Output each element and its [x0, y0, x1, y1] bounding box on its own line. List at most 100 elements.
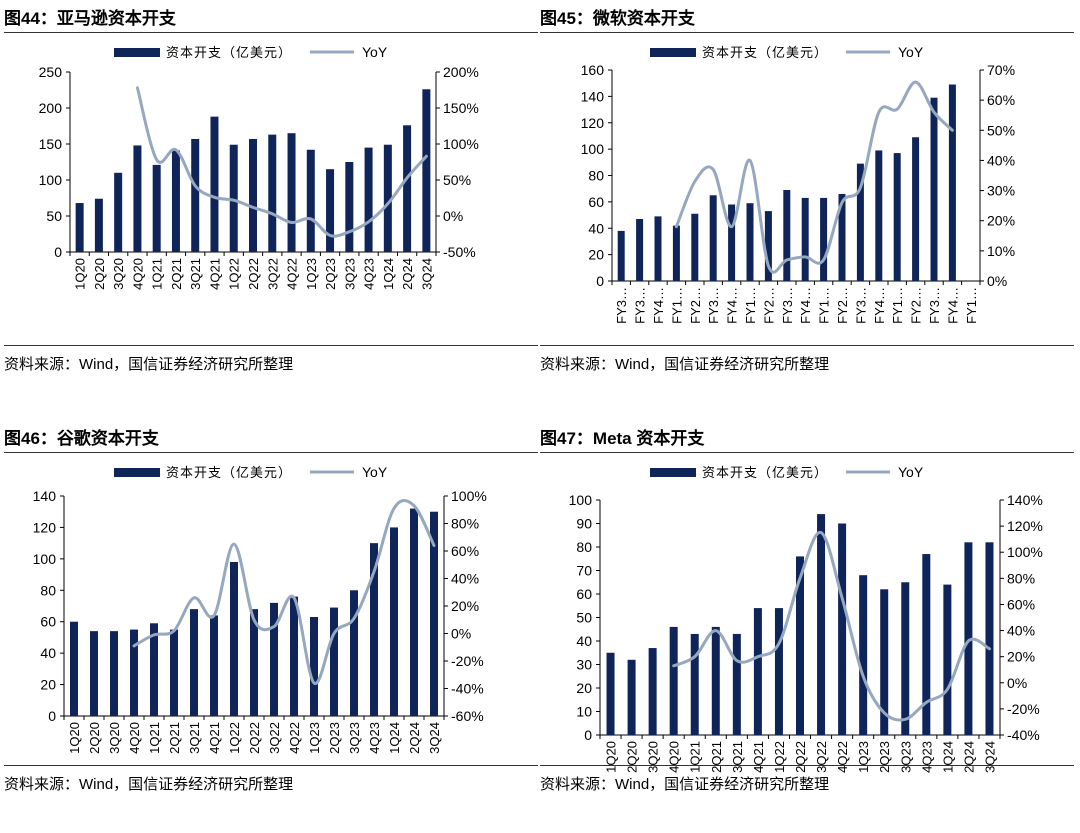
- bar: [817, 514, 826, 735]
- bar: [648, 648, 657, 735]
- bar: [930, 97, 938, 281]
- bar: [330, 607, 338, 716]
- bar: [326, 169, 335, 252]
- x-tick-label: 2Q23: [327, 722, 342, 754]
- x-tick-label: 3Q23: [898, 741, 913, 773]
- x-tick-label: 4Q21: [207, 258, 222, 290]
- right-tick-label: 0%: [443, 208, 463, 224]
- bar: [948, 84, 956, 281]
- right-tick-label: 60%: [987, 92, 1015, 108]
- bar: [290, 596, 298, 716]
- x-tick-label: FY2…: [688, 287, 703, 324]
- legend-bar-label: 资本开支（亿美元）: [166, 45, 292, 60]
- bottom-divider: [540, 765, 1074, 766]
- left-tick-label: 50: [576, 610, 592, 626]
- x-tick-label: 4Q23: [362, 258, 377, 290]
- left-tick-label: 60: [576, 586, 592, 602]
- left-tick-label: 200: [39, 100, 63, 116]
- x-tick-label: 2Q24: [961, 741, 976, 773]
- right-tick-label: 40%: [451, 571, 479, 587]
- x-tick-label: FY2…: [909, 287, 924, 324]
- x-tick-label: FY3…: [780, 287, 795, 324]
- bar: [390, 527, 398, 716]
- left-tick-label: 60: [40, 614, 56, 630]
- x-tick-label: 1Q21: [150, 258, 165, 290]
- bar: [306, 149, 315, 252]
- x-tick-label: 1Q22: [227, 258, 242, 290]
- bar: [130, 629, 138, 716]
- x-tick-label: 1Q22: [227, 722, 242, 754]
- figure-title: 图47：Meta 资本开支: [540, 429, 705, 448]
- bar: [210, 116, 219, 252]
- x-tick-label: 2Q20: [625, 741, 640, 773]
- x-tick-label: 3Q24: [419, 258, 434, 290]
- chart-panel-meta: 图47：Meta 资本开支 0 10 20 30 40 50 60 70 80 90 100 -40%…: [540, 420, 1076, 820]
- x-tick-label: 1Q22: [772, 741, 787, 773]
- bar: [191, 138, 200, 252]
- x-tick-label: 1Q24: [381, 258, 396, 290]
- yoy-line: [135, 86, 428, 238]
- bar: [133, 145, 142, 252]
- x-tick-label: FY2…: [761, 287, 776, 324]
- right-tick-label: 20%: [1007, 649, 1035, 665]
- bottom-divider: [540, 345, 1074, 346]
- bar: [636, 219, 644, 281]
- bar: [410, 508, 418, 716]
- source-note: 资料来源：Wind，国信证券经济研究所整理: [540, 356, 830, 373]
- figure-title: 图46：谷歌资本开支: [4, 429, 159, 448]
- top-divider: [540, 452, 1074, 453]
- source-note: 资料来源：Wind，国信证券经济研究所整理: [540, 776, 830, 793]
- bar: [856, 163, 864, 281]
- x-tick-label: FY1…: [964, 287, 979, 324]
- x-tick-label: 2Q23: [877, 741, 892, 773]
- bar: [709, 195, 717, 281]
- left-tick-label: 40: [40, 645, 56, 661]
- x-tick-label: 3Q24: [982, 741, 997, 773]
- x-tick-label: 2Q21: [167, 722, 182, 754]
- right-tick-label: 120%: [1007, 518, 1043, 534]
- bar: [796, 556, 804, 735]
- bar: [669, 626, 678, 735]
- bar: [654, 216, 662, 281]
- right-tick-label: 0%: [987, 273, 1007, 289]
- x-tick-label: 3Q22: [814, 741, 829, 773]
- right-tick-label: 150%: [443, 100, 479, 116]
- legend-bar-swatch: [650, 468, 696, 477]
- right-tick-label: -60%: [451, 708, 484, 724]
- bar: [606, 652, 615, 735]
- chart-panel-amazon: 图44：亚马逊资本开支 0 50 100 150 200 250 -50% 0% 50% 100%…: [4, 0, 540, 400]
- bar: [383, 144, 392, 252]
- right-tick-label: 0%: [1007, 675, 1027, 691]
- bar: [728, 204, 736, 281]
- x-tick-label: 2Q21: [169, 258, 184, 290]
- bar: [732, 633, 741, 735]
- left-tick-label: 30: [576, 657, 592, 673]
- yoy-line: [132, 499, 436, 685]
- bar: [893, 153, 901, 281]
- left-tick-label: 150: [39, 136, 63, 152]
- left-tick-label: 80: [576, 539, 592, 555]
- bar: [94, 198, 103, 252]
- left-tick-label: 100: [569, 492, 593, 508]
- right-tick-label: 60%: [1007, 596, 1035, 612]
- x-tick-label: 1Q21: [688, 741, 703, 773]
- x-tick-label: 1Q20: [73, 258, 88, 290]
- bottom-divider: [4, 765, 538, 766]
- bar-line-chart: 0 20 40 60 80 100 120 140 -60% -40% -20% 0% 20% 40% 60…: [33, 464, 487, 754]
- left-tick-label: 250: [39, 64, 63, 80]
- left-tick-label: 0: [54, 244, 62, 260]
- bar: [350, 590, 358, 716]
- left-tick-label: 50: [46, 208, 62, 224]
- left-tick-label: 80: [40, 582, 56, 598]
- legend-line-label: YoY: [898, 44, 924, 60]
- right-tick-label: 200%: [443, 64, 479, 80]
- x-tick-label: 3Q20: [111, 258, 126, 290]
- bar: [75, 203, 84, 252]
- bar: [746, 203, 754, 281]
- x-tick-label: FY4…: [945, 287, 960, 324]
- right-tick-label: 40%: [1007, 623, 1035, 639]
- left-tick-label: 70: [576, 563, 592, 579]
- x-tick-label: 3Q21: [187, 722, 202, 754]
- chart-panel-google: 图46：谷歌资本开支 0 20 40 60 80 100 120 140 -60% -40% -20…: [4, 420, 540, 820]
- x-tick-label: 2Q21: [709, 741, 724, 773]
